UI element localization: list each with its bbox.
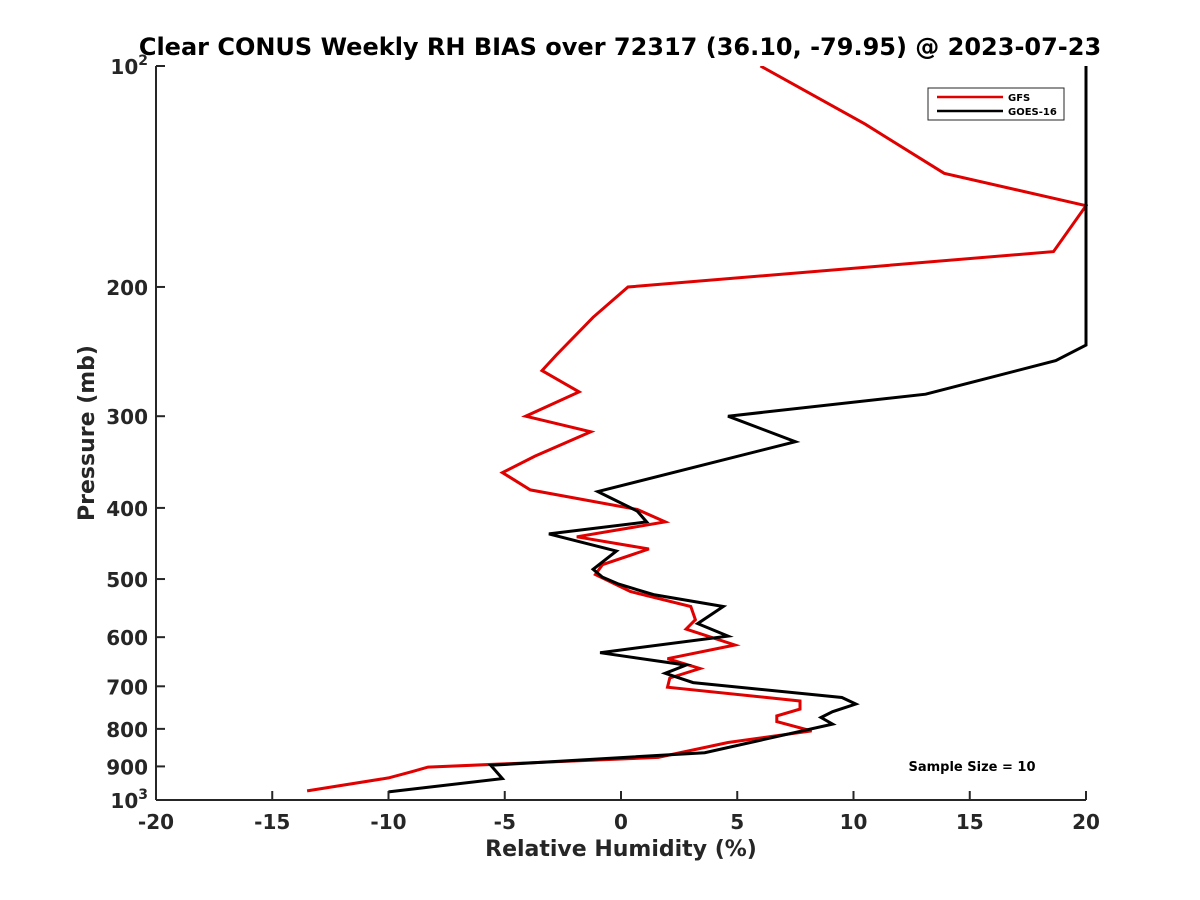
plot-area xyxy=(306,66,1088,794)
chart-title: Clear CONUS Weekly RH BIAS over 72317 (3… xyxy=(139,33,1101,61)
x-tick-label: -20 xyxy=(138,810,174,834)
x-tick-label: 20 xyxy=(1072,810,1100,834)
y-tick-label: 400 xyxy=(106,497,148,521)
legend-label-goes16: GOES-16 xyxy=(1008,107,1057,118)
y-tick-label: 600 xyxy=(106,626,148,650)
y-tick-label: 300 xyxy=(106,405,148,429)
y-tick-label: 500 xyxy=(106,568,148,592)
series-line-gfs xyxy=(306,66,1088,793)
y-axis-label: Pressure (mb) xyxy=(75,345,100,521)
y-tick-label: 200 xyxy=(106,276,148,300)
legend-label-gfs: GFS xyxy=(1008,93,1030,104)
legend: GFS GOES-16 xyxy=(927,87,1065,121)
sample-size-annotation: Sample Size = 10 xyxy=(908,760,1035,775)
x-axis-label: Relative Humidity (%) xyxy=(485,837,757,862)
y-tick-label: 102 xyxy=(110,53,148,79)
x-axis-ticks: -20 -15 -10 -5 0 5 10 15 20 xyxy=(138,791,1100,834)
x-tick-label: 5 xyxy=(730,810,744,834)
x-tick-label: 0 xyxy=(614,810,628,834)
y-tick-label: 103 xyxy=(110,787,148,813)
y-tick-label: 900 xyxy=(106,755,148,779)
series-line-goes16 xyxy=(388,66,1088,794)
legend-box xyxy=(927,87,1065,121)
x-tick-label: 15 xyxy=(956,810,984,834)
y-axis-ticks: 102 200 300 400 500 600 700 800 900 103 xyxy=(106,53,165,813)
x-tick-label: -5 xyxy=(494,810,516,834)
y-tick-label: 800 xyxy=(106,718,148,742)
x-tick-label: 10 xyxy=(840,810,868,834)
x-tick-label: -15 xyxy=(254,810,290,834)
y-tick-label: 700 xyxy=(106,675,148,699)
x-tick-label: -10 xyxy=(370,810,406,834)
